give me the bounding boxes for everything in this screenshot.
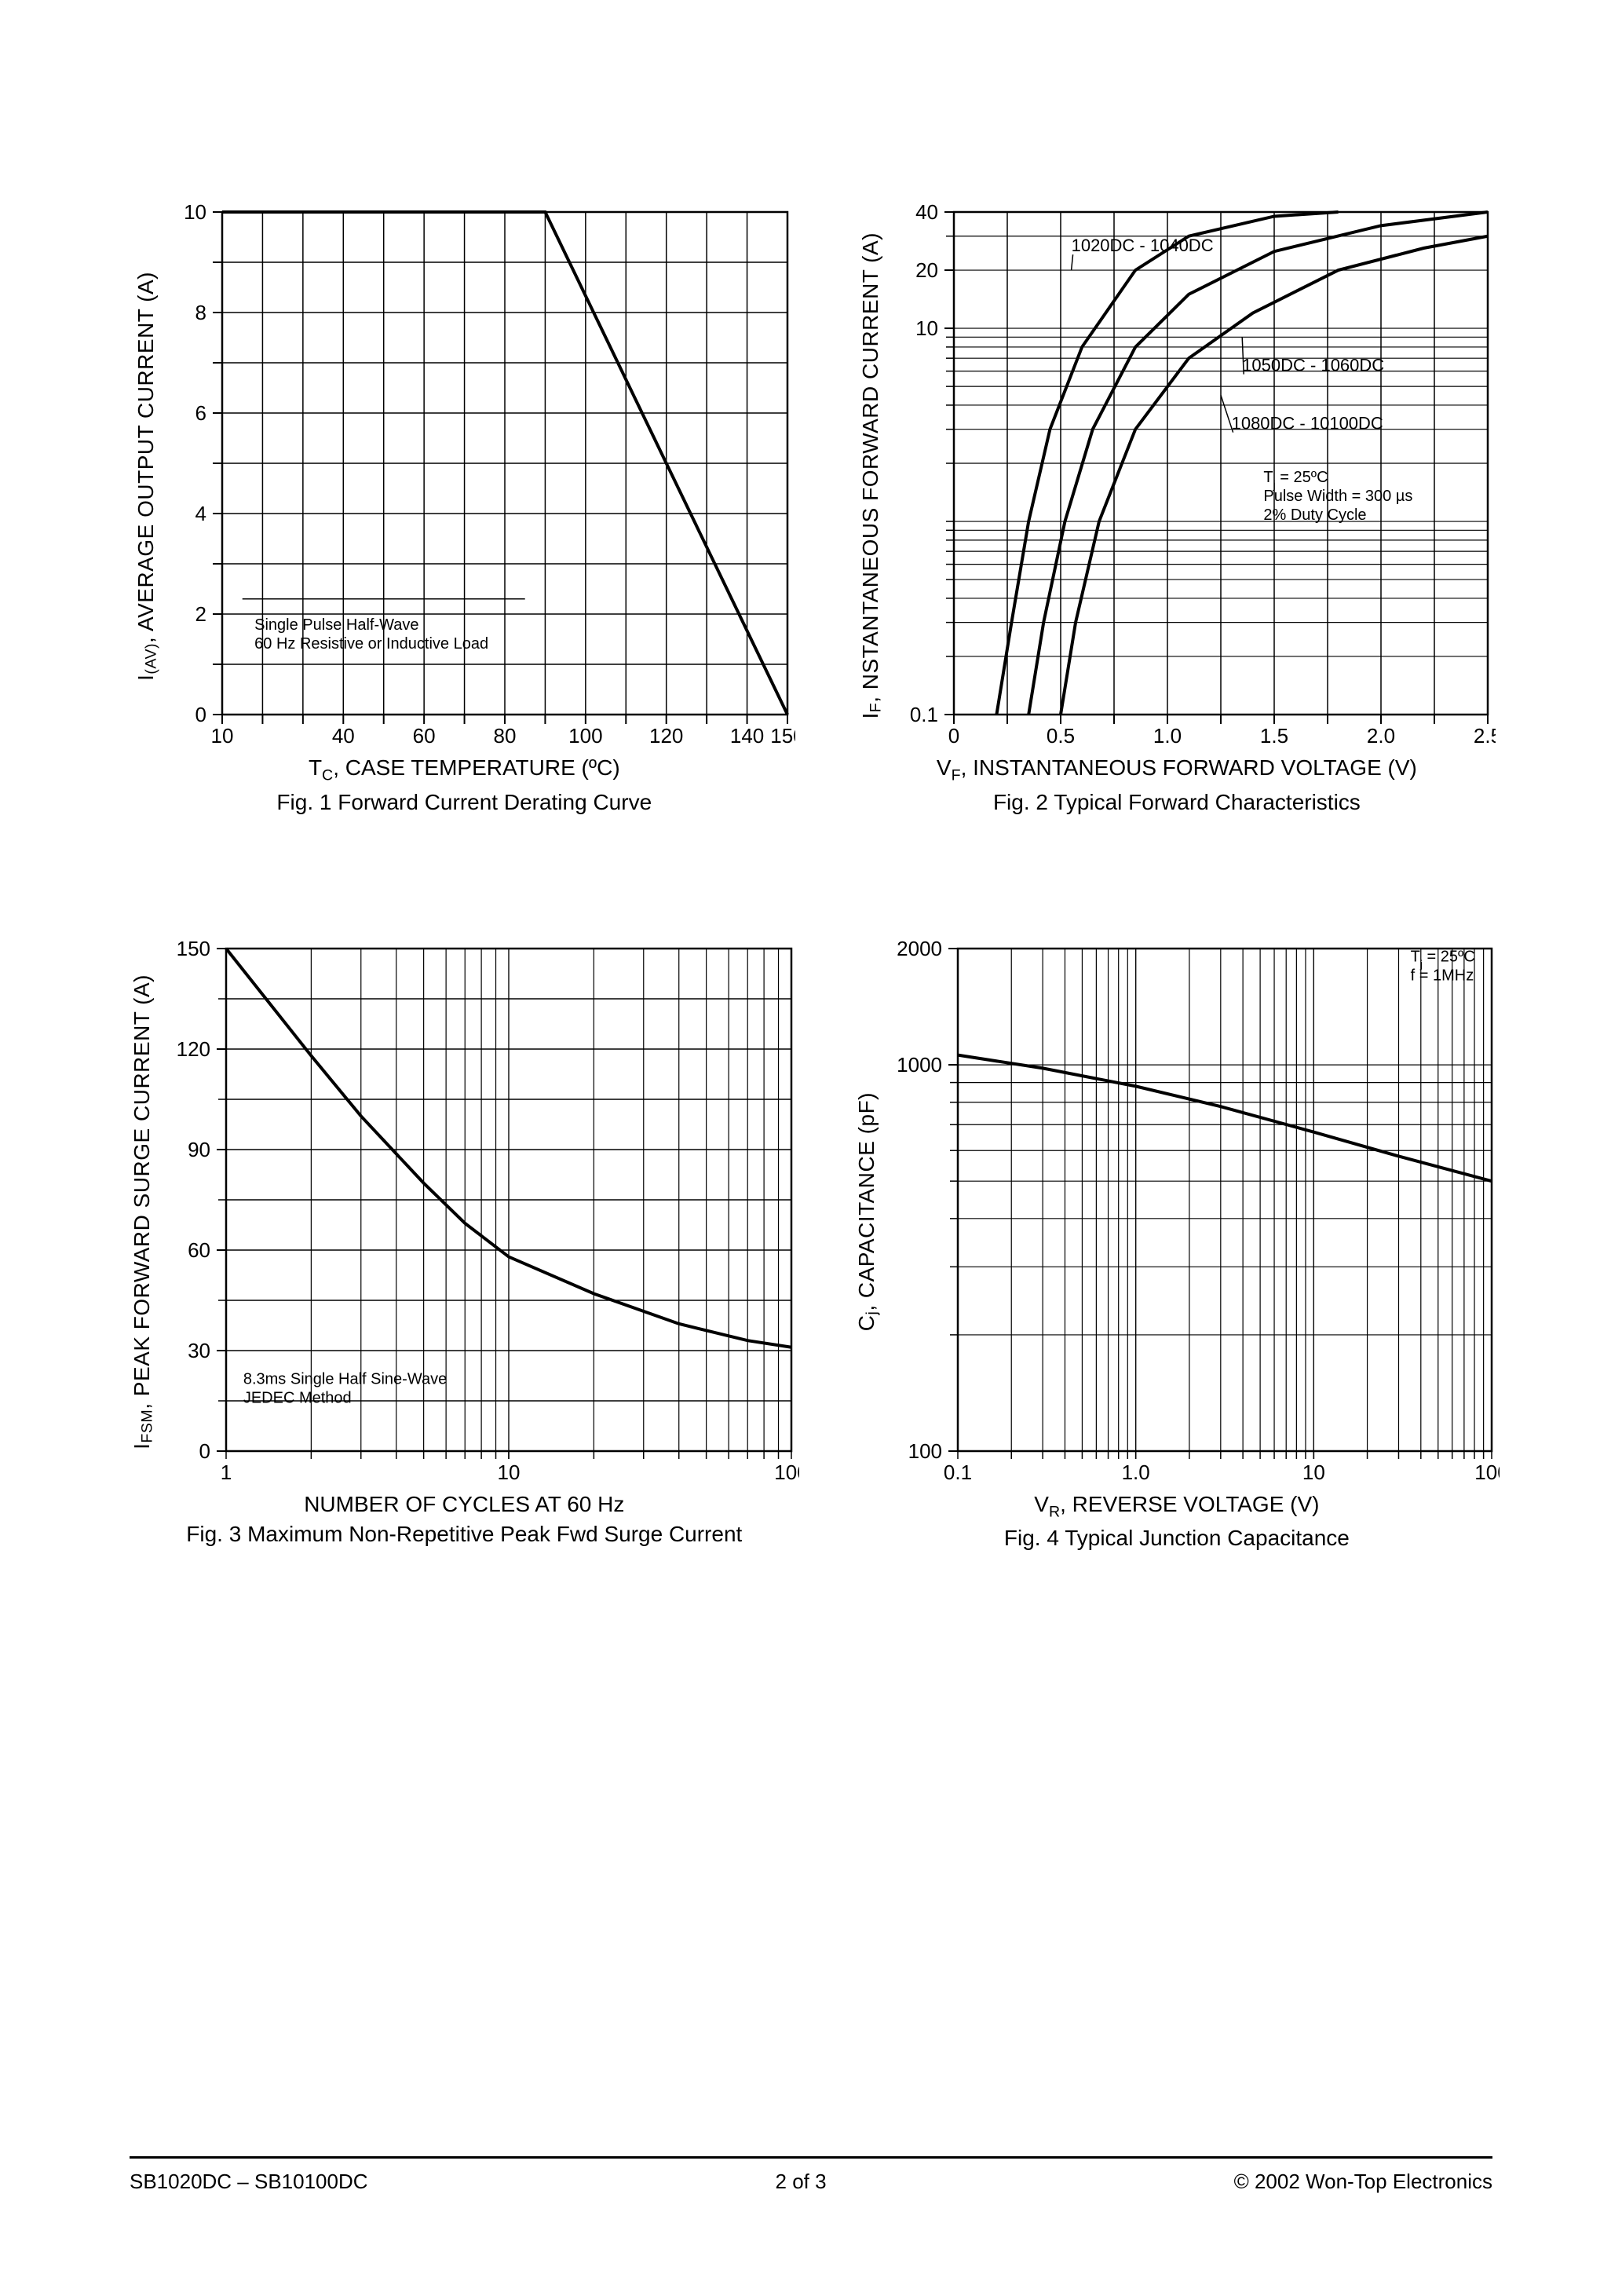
fig4-chart: 0.11.01010010010002000Tj = 25ºCf = 1MHz [895,941,1500,1484]
svg-text:120: 120 [176,1037,210,1061]
fig3-xlabel: NUMBER OF CYCLES AT 60 Hz [304,1492,624,1517]
footer-rule [130,2156,1492,2159]
fig2-chart: 0 0.5 1.0 1.5 2.0 2.5 0.1 10 20 40 1020DC - 1040DC… [899,204,1496,748]
svg-text:100: 100 [908,1439,942,1463]
fig4-caption: Fig. 4 Typical Junction Capacitance [1004,1526,1350,1551]
svg-text:10: 10 [915,316,938,340]
svg-text:2.0: 2.0 [1367,724,1395,748]
svg-text:0.1: 0.1 [910,703,938,726]
fig4-ylabel: Cj, CAPACITANCE (pF) [854,1092,882,1331]
svg-text:Pulse Width = 300 µs: Pulse Width = 300 µs [1264,488,1413,505]
svg-text:10: 10 [184,204,206,224]
svg-text:1.5: 1.5 [1260,724,1288,748]
svg-text:2% Duty Cycle: 2% Duty Cycle [1264,506,1367,524]
svg-text:100: 100 [1474,1461,1500,1484]
svg-text:100: 100 [774,1461,799,1484]
svg-text:1000: 1000 [897,1053,942,1077]
fig1-xlabel: TC, CASE TEMPERATURE (ºC) [309,755,620,785]
svg-text:90: 90 [188,1138,210,1161]
svg-text:6: 6 [195,401,206,425]
datasheet-page: I(AV), AVERAGE OUTPUT CURRENT (A) 104060… [0,0,1622,2296]
fig3-caption: Fig. 3 Maximum Non-Repetitive Peak Fwd S… [186,1522,742,1547]
fig1-chart: 10 40 60 80 100 120 140 150 0 2 4 6 8 10 Single Pulse … [175,204,795,748]
svg-text:1050DC - 1060DC: 1050DC - 1060DC [1242,356,1384,375]
charts-grid: I(AV), AVERAGE OUTPUT CURRENT (A) 104060… [130,204,1492,1551]
fig3-chart: 1 10 100 0 30 60 90 120 150 8.3ms Single Half Sin… [171,941,799,1484]
svg-text:8: 8 [195,301,206,324]
figure-1: I(AV), AVERAGE OUTPUT CURRENT (A) 104060… [130,204,799,815]
svg-text:150: 150 [770,724,795,748]
fig1-caption: Fig. 1 Forward Current Derating Curve [276,790,652,815]
svg-text:40: 40 [331,724,354,748]
svg-text:10: 10 [497,1461,520,1484]
figure-3: IFSM, PEAK FORWARD SURGE CURRENT (A) 1 10… [130,941,799,1552]
svg-text:2: 2 [195,602,206,626]
fig2-xlabel: VF, INSTANTANEOUS FORWARD VOLTAGE (V) [937,755,1417,785]
figure-4: Cj, CAPACITANCE (pF) 0.1 1.0 10 100 100 1000 2… [854,941,1500,1552]
svg-text:60 Hz Resistive or Inductive L: 60 Hz Resistive or Inductive Load [254,635,488,653]
svg-text:150: 150 [176,941,210,960]
svg-text:0: 0 [199,1439,210,1463]
svg-text:1.0: 1.0 [1122,1461,1150,1484]
svg-text:20: 20 [915,258,938,282]
fig3-ylabel: IFSM, PEAK FORWARD SURGE CURRENT (A) [130,974,157,1450]
svg-text:1080DC - 10100DC: 1080DC - 10100DC [1232,414,1383,433]
svg-text:1.0: 1.0 [1153,724,1182,748]
fig4-xlabel: VR, REVERSE VOLTAGE (V) [1034,1492,1319,1522]
fig1-ylabel: I(AV), AVERAGE OUTPUT CURRENT (A) [133,272,161,681]
page-footer: SB1020DC – SB10100DC 2 of 3 © 2002 Won-T… [130,2156,1492,2194]
svg-text:120: 120 [649,724,683,748]
svg-text:140: 140 [729,724,763,748]
svg-text:0: 0 [948,724,959,748]
svg-text:0.1: 0.1 [944,1461,972,1484]
svg-text:10: 10 [210,724,233,748]
svg-text:0.5: 0.5 [1047,724,1075,748]
svg-text:1: 1 [220,1461,231,1484]
fig2-ylabel: IF, NSTANTANEOUS FORWARD CURRENT (A) [858,232,886,719]
svg-text:30: 30 [188,1339,210,1362]
svg-text:2.5: 2.5 [1474,724,1496,748]
svg-text:8.3ms Single Half Sine-Wave: 8.3ms Single Half Sine-Wave [243,1370,446,1387]
svg-text:60: 60 [412,724,435,748]
svg-text:f = 1MHz: f = 1MHz [1411,967,1474,984]
fig2-caption: Fig. 2 Typical Forward Characteristics [993,790,1361,815]
svg-text:100: 100 [568,724,602,748]
svg-text:4: 4 [195,502,206,525]
svg-text:1020DC - 1040DC: 1020DC - 1040DC [1072,236,1214,255]
svg-text:JEDEC Method: JEDEC Method [243,1389,351,1406]
svg-text:2000: 2000 [897,941,942,960]
svg-text:40: 40 [915,204,938,224]
footer-right: © 2002 Won-Top Electronics [1234,2170,1492,2194]
svg-text:10: 10 [1302,1461,1325,1484]
svg-text:0: 0 [195,703,206,726]
svg-text:80: 80 [493,724,516,748]
footer-left: SB1020DC – SB10100DC [130,2170,368,2194]
footer-center: 2 of 3 [776,2170,827,2194]
svg-text:60: 60 [188,1238,210,1262]
svg-text:Single Pulse Half-Wave: Single Pulse Half-Wave [254,616,418,634]
figure-2: IF, NSTANTANEOUS FORWARD CURRENT (A) 0 0.… [854,204,1500,815]
